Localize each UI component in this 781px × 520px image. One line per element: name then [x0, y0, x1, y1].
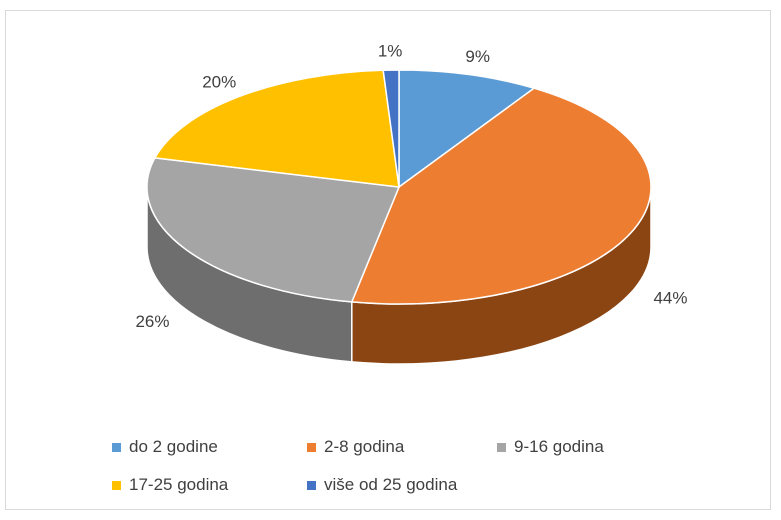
legend-item: 9-16 godina [497, 437, 604, 457]
pie-slice-3 [153, 69, 400, 188]
legend-swatch [307, 480, 316, 490]
pie-slice-0 [398, 69, 536, 189]
legend-label: 9-16 godina [514, 437, 604, 456]
pie-value-labels: 9% 44% 26% 20% 1% [135, 42, 687, 331]
legend-swatch [112, 442, 121, 452]
legend-item: do 2 godine [112, 437, 307, 457]
legend-label: 2-8 godina [324, 437, 405, 456]
legend-item: 17-25 godina [112, 475, 307, 495]
pie-slice-1 [350, 87, 652, 305]
pie-value-label: 1% [378, 42, 403, 61]
legend-item: više od 25 godina [307, 475, 457, 495]
legend-row-2: 17-25 godina više od 25 godina [112, 466, 712, 504]
legend-swatch [307, 442, 316, 452]
legend-label: više od 25 godina [324, 475, 458, 494]
pie-slice-4 [382, 69, 400, 188]
pie-slices [146, 69, 652, 305]
pie-value-label: 44% [653, 288, 687, 307]
legend-row-1: do 2 godine 2-8 godina 9-16 godina [112, 428, 712, 466]
legend-swatch [112, 480, 121, 490]
pie-value-label: 26% [135, 312, 169, 331]
pie-value-label: 20% [202, 72, 236, 91]
pie-slice-2 [146, 157, 401, 303]
pie-value-label: 9% [465, 47, 490, 66]
legend: do 2 godine 2-8 godina 9-16 godina 17-25… [112, 428, 712, 504]
legend-label: 17-25 godina [129, 475, 229, 494]
legend-swatch [497, 442, 506, 452]
legend-item: 2-8 godina [307, 437, 497, 457]
legend-label: do 2 godine [129, 437, 218, 456]
